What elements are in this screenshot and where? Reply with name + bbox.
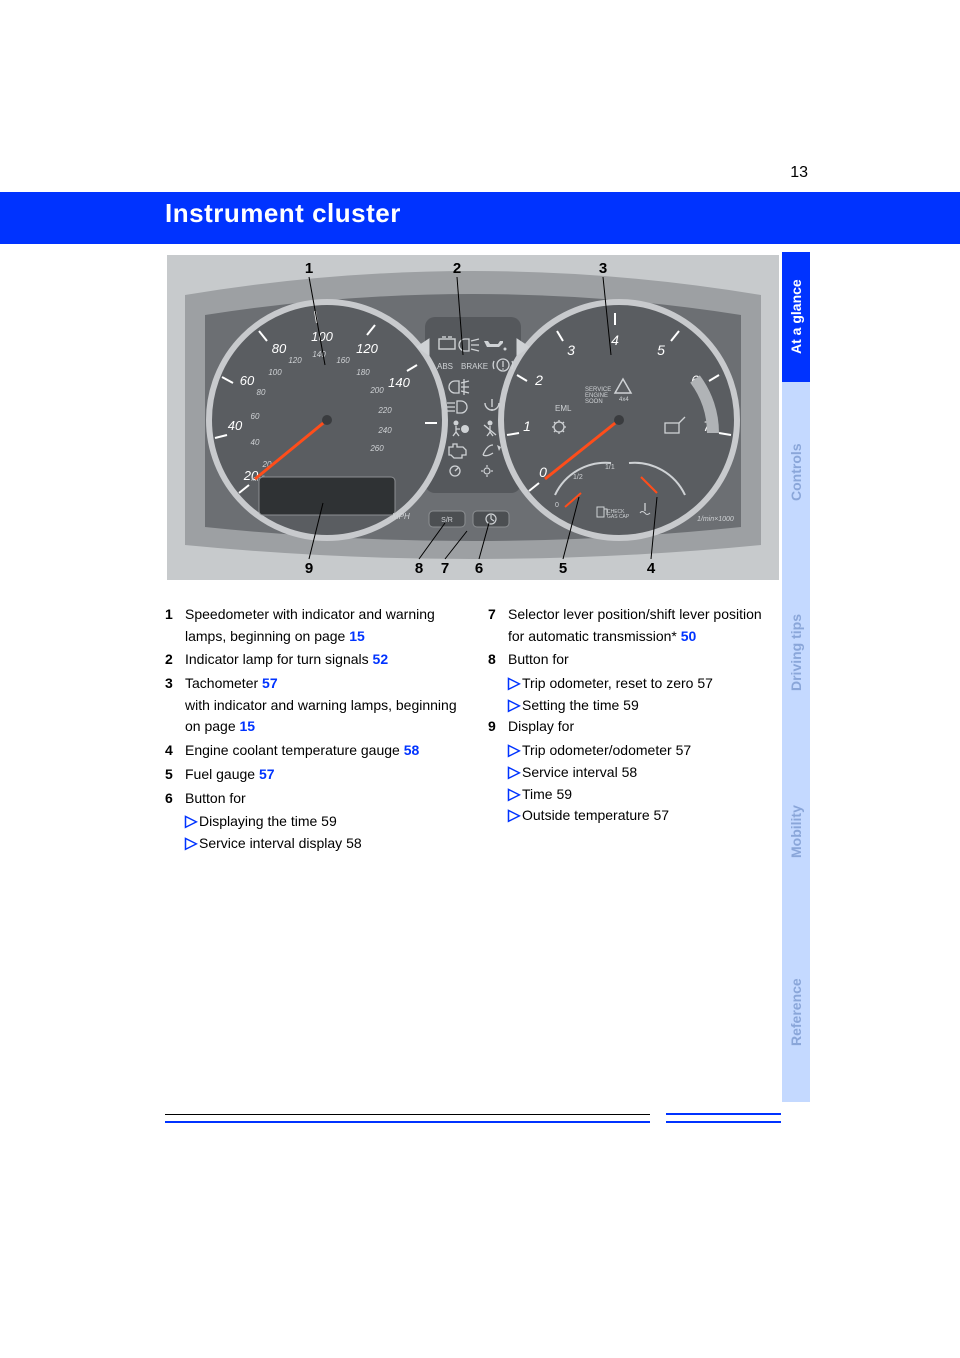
page-title: Instrument cluster: [165, 198, 401, 229]
bullet-icon: ▷: [185, 814, 199, 830]
svg-text:120: 120: [288, 356, 302, 365]
speedo-outer-120: 120: [356, 341, 378, 356]
tach-unit-label: 1/min×1000: [697, 516, 734, 523]
speedometer-dial: 20 40 60 80 100 120 140 20 40 60 80 100 …: [209, 302, 445, 538]
side-tab-at-a-glance[interactable]: At a glance: [782, 252, 810, 382]
legend-item-8b: ▷ Setting the time 59: [508, 695, 781, 717]
speedo-outer-80: 80: [272, 341, 287, 356]
svg-text:100: 100: [268, 368, 282, 377]
svg-text:4: 4: [611, 332, 619, 348]
callout-2: 2: [453, 260, 461, 277]
instrument-cluster-figure: 20 40 60 80 100 120 140 20 40 60 80 100 …: [167, 255, 779, 580]
side-tab-mobility[interactable]: Mobility: [782, 742, 810, 922]
bullet-icon: ▷: [508, 765, 522, 781]
svg-text:40: 40: [251, 438, 260, 447]
side-tabs: At a glance Controls Driving tips Mobili…: [782, 252, 812, 1102]
sr-button-label[interactable]: S/R: [441, 517, 453, 524]
tachometer-dial: 0 1 2 3 4 5 6 7 SERVICEENGINESOON EML 4x…: [501, 302, 737, 538]
svg-text:60: 60: [251, 412, 260, 421]
bullet-icon: ▷: [185, 836, 199, 852]
callout-7: 7: [441, 560, 449, 577]
callout-4: 4: [647, 560, 656, 577]
svg-text:3: 3: [567, 342, 575, 358]
svg-text:200: 200: [369, 386, 384, 395]
legend-item-9a: ▷ Trip odometer/odometer 57: [508, 740, 781, 762]
svg-text:1/1: 1/1: [605, 464, 615, 471]
brake-label: BRAKE: [461, 362, 488, 371]
legend-item-6: 6 Button for: [165, 788, 458, 810]
bullet-icon: ▷: [508, 743, 522, 759]
svg-text:160: 160: [336, 356, 350, 365]
callout-1: 1: [305, 260, 313, 277]
callout-8: 8: [415, 560, 423, 577]
legend-item-6b: ▷ Service interval display 58: [185, 833, 458, 855]
speedo-outer-40: 40: [228, 418, 243, 433]
side-tab-reference[interactable]: Reference: [782, 922, 810, 1102]
legend-col-left: 1 Speedometer with indicator and warning…: [165, 604, 458, 855]
speedo-unit-mph: MPH: [392, 512, 410, 521]
legend-item-9: 9 Display for: [488, 716, 781, 738]
legend-item-1: 1 Speedometer with indicator and warning…: [165, 604, 458, 647]
callout-6: 6: [475, 560, 483, 577]
svg-text:1/2: 1/2: [573, 474, 583, 481]
header-bar: 13 Instrument cluster: [0, 192, 960, 244]
side-tab-driving[interactable]: Driving tips: [782, 562, 810, 742]
svg-text:220: 220: [377, 406, 392, 415]
legend-item-7: 7 Selector lever position/shift lever po…: [488, 604, 781, 647]
eml-label: EML: [555, 404, 572, 413]
legend: 1 Speedometer with indicator and warning…: [165, 604, 781, 855]
page-number: 13: [790, 164, 808, 182]
legend-item-9b: ▷ Service interval 58: [508, 762, 781, 784]
bullet-icon: ▷: [508, 676, 522, 692]
abs-label: ABS: [437, 362, 453, 371]
legend-item-8a: ▷ Trip odometer, reset to zero 57: [508, 673, 781, 695]
legend-item-5: 5 Fuel gauge 57: [165, 764, 458, 786]
legend-item-4: 4 Engine coolant temperature gauge 58: [165, 740, 458, 762]
legend-item-3: 3 Tachometer 57 with indicator and warni…: [165, 673, 458, 738]
side-tab-controls[interactable]: Controls: [782, 382, 810, 562]
legend-col-right: 7 Selector lever position/shift lever po…: [488, 604, 781, 855]
legend-item-9c: ▷ Time 59: [508, 784, 781, 806]
svg-text:5: 5: [657, 342, 665, 358]
bullet-icon: ▷: [508, 698, 522, 714]
footer-bars: [165, 1113, 781, 1123]
legend-item-2: 2 Indicator lamp for turn signals 52: [165, 649, 458, 671]
svg-text:4x4: 4x4: [619, 397, 629, 403]
svg-text:80: 80: [257, 388, 266, 397]
instrument-cluster-svg: 20 40 60 80 100 120 140 20 40 60 80 100 …: [167, 255, 779, 580]
callout-5: 5: [559, 560, 567, 577]
bullet-icon: ▷: [508, 808, 522, 824]
callout-3: 3: [599, 260, 607, 277]
svg-text:260: 260: [369, 444, 384, 453]
svg-text:1: 1: [523, 418, 531, 434]
speedo-outer-60: 60: [240, 373, 255, 388]
speedo-outer-140: 140: [388, 375, 410, 390]
legend-item-9d: ▷ Outside temperature 57: [508, 805, 781, 827]
legend-item-6a: ▷ Displaying the time 59: [185, 811, 458, 833]
callout-9: 9: [305, 560, 313, 577]
svg-text:0: 0: [555, 502, 559, 509]
svg-text:240: 240: [377, 426, 392, 435]
svg-text:2: 2: [534, 372, 543, 388]
bullet-icon: ▷: [508, 787, 522, 803]
svg-text:180: 180: [356, 368, 370, 377]
legend-item-8: 8 Button for: [488, 649, 781, 671]
speedo-outer-100: 100: [311, 329, 333, 344]
